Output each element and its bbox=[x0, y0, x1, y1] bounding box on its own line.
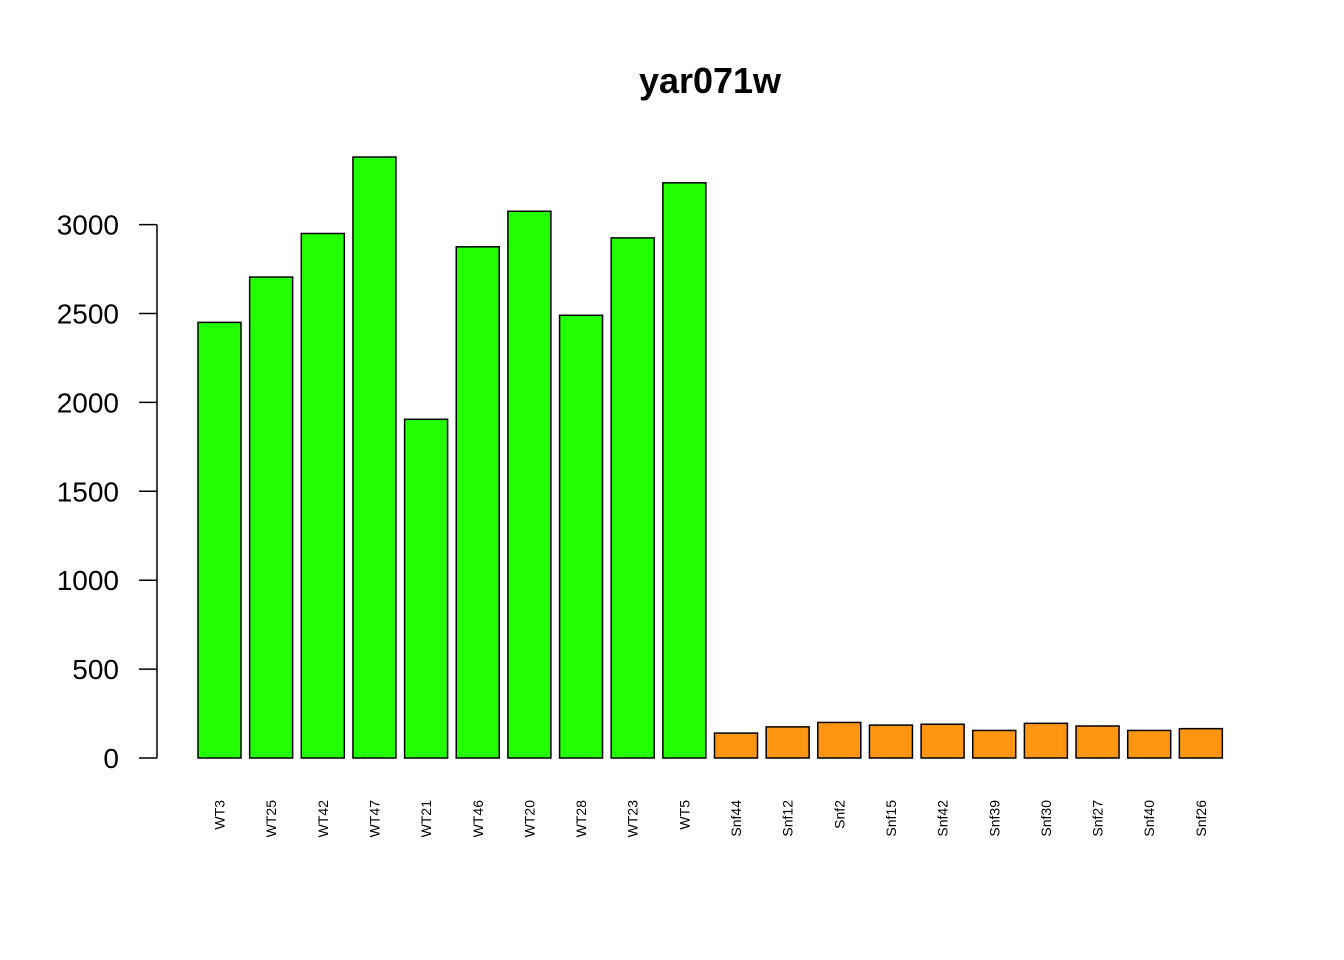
y-tick-label: 2000 bbox=[57, 387, 119, 418]
bars bbox=[197, 156, 1224, 759]
x-tick-label: WT5 bbox=[676, 800, 692, 830]
bar-snf2 bbox=[817, 721, 862, 759]
x-tick-label: Snf2 bbox=[831, 800, 847, 829]
y-tick-label: 1000 bbox=[57, 565, 119, 596]
y-tick-label: 1500 bbox=[57, 476, 119, 507]
x-tick-label: WT21 bbox=[418, 800, 434, 838]
x-tick-label: Snf40 bbox=[1141, 800, 1157, 837]
bar-snf12 bbox=[765, 726, 810, 759]
bar-wt3 bbox=[197, 321, 242, 759]
bar-snf44 bbox=[713, 732, 759, 759]
y-tick-label: 2500 bbox=[57, 299, 119, 330]
x-tick-label: Snf27 bbox=[1090, 800, 1106, 837]
bar-wt21 bbox=[403, 418, 449, 759]
x-tick-label: Snf39 bbox=[986, 800, 1002, 837]
bar-snf42 bbox=[920, 723, 965, 759]
x-tick-label: Snf42 bbox=[935, 800, 951, 837]
bar-wt42 bbox=[300, 232, 346, 759]
y-axis: 0 500 1000 1500 2000 2500 3000 bbox=[57, 210, 158, 774]
bar-wt5 bbox=[662, 182, 707, 759]
bar-snf39 bbox=[972, 729, 1017, 759]
x-tick-label: Snf30 bbox=[1038, 800, 1054, 837]
bar-snf27 bbox=[1075, 725, 1120, 759]
bar-snf30 bbox=[1023, 722, 1069, 759]
x-tick-label: Snf26 bbox=[1193, 800, 1209, 837]
y-tick-label: 500 bbox=[72, 654, 119, 685]
x-tick-label: Snf15 bbox=[883, 800, 899, 837]
bar-wt23 bbox=[610, 237, 655, 759]
x-tick-label: WT42 bbox=[315, 800, 331, 838]
x-tick-label: Snf44 bbox=[728, 800, 744, 837]
x-tick-label: WT3 bbox=[212, 800, 228, 830]
x-tick-label: WT25 bbox=[263, 800, 279, 838]
y-tick-label: 3000 bbox=[57, 210, 119, 241]
y-tick-label: 0 bbox=[103, 743, 119, 774]
bar-snf40 bbox=[1126, 729, 1172, 759]
bar-snf26 bbox=[1178, 727, 1224, 759]
x-tick-label: WT46 bbox=[470, 800, 486, 838]
chart-title: yar071w bbox=[639, 60, 782, 101]
bar-snf15 bbox=[868, 724, 914, 759]
bar-wt20 bbox=[507, 210, 552, 759]
x-tick-label: WT47 bbox=[366, 800, 382, 838]
x-tick-label: WT20 bbox=[521, 800, 537, 838]
bar-wt46 bbox=[455, 246, 500, 759]
x-axis-labels: WT3 WT25 WT42 WT47 WT21 WT46 WT20 WT28 WT23 WT5 Sn… bbox=[212, 800, 1209, 838]
bar-wt25 bbox=[248, 276, 294, 759]
bar-wt28 bbox=[558, 314, 604, 759]
x-tick-label: Snf12 bbox=[780, 800, 796, 837]
x-tick-label: WT23 bbox=[625, 800, 641, 838]
bar-wt47 bbox=[352, 156, 397, 759]
x-tick-label: WT28 bbox=[573, 800, 589, 838]
